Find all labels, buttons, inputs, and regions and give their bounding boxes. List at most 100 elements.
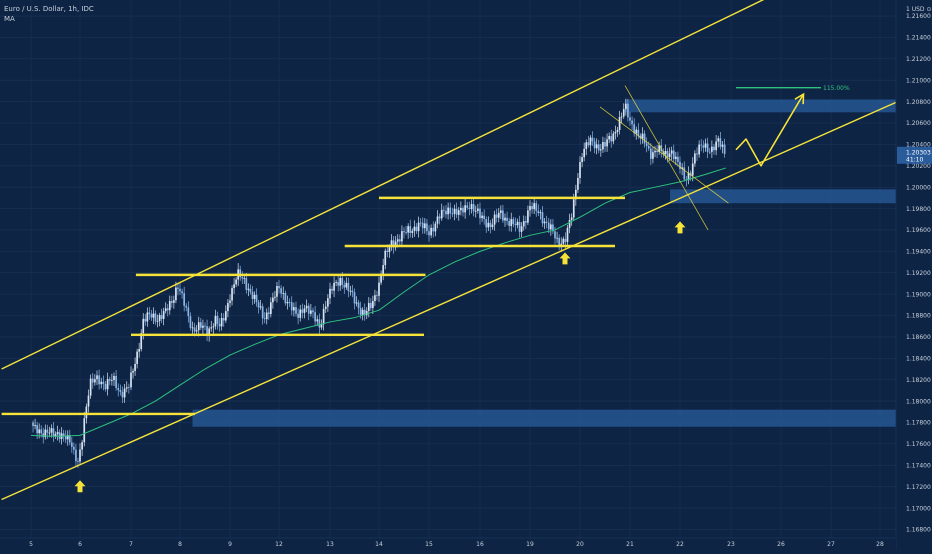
- candle-body[interactable]: [46, 429, 49, 433]
- candle-body[interactable]: [583, 148, 586, 158]
- candle-body[interactable]: [462, 207, 464, 213]
- candle-body[interactable]: [81, 442, 83, 450]
- candle-body[interactable]: [608, 136, 611, 140]
- candle-body[interactable]: [506, 217, 508, 221]
- candle-body[interactable]: [187, 307, 190, 317]
- candle-body[interactable]: [570, 217, 573, 220]
- candle-body[interactable]: [85, 406, 88, 419]
- candle-body[interactable]: [633, 124, 636, 134]
- candle-body[interactable]: [199, 322, 202, 328]
- candle-body[interactable]: [117, 387, 120, 391]
- candle-body[interactable]: [265, 312, 268, 320]
- candle-body[interactable]: [376, 295, 378, 297]
- candle-body[interactable]: [299, 309, 302, 318]
- candle-body[interactable]: [138, 349, 141, 352]
- falling-channel-line[interactable]: [624, 85, 709, 231]
- up-arrow-icon[interactable]: [74, 480, 86, 493]
- candle-body[interactable]: [218, 323, 221, 327]
- candle-body[interactable]: [160, 315, 163, 319]
- candle-body[interactable]: [280, 288, 282, 294]
- candle-body[interactable]: [645, 143, 648, 146]
- candle-body[interactable]: [683, 167, 686, 180]
- candle-body[interactable]: [349, 290, 352, 292]
- candle-body[interactable]: [247, 288, 250, 290]
- candle-body[interactable]: [516, 221, 519, 226]
- candle-body[interactable]: [134, 363, 136, 371]
- candle-body[interactable]: [447, 207, 449, 215]
- current-price-marker[interactable]: [897, 146, 932, 164]
- candle-body[interactable]: [210, 327, 213, 329]
- candle-body[interactable]: [179, 288, 181, 292]
- candle-body[interactable]: [34, 425, 36, 427]
- candle-body[interactable]: [227, 302, 229, 312]
- candle-body[interactable]: [566, 227, 569, 242]
- candle-body[interactable]: [121, 391, 124, 398]
- candle-body[interactable]: [719, 138, 722, 147]
- candle-body[interactable]: [245, 278, 248, 290]
- candle-body[interactable]: [535, 203, 538, 211]
- candle-body[interactable]: [146, 312, 149, 322]
- candle-body[interactable]: [520, 226, 523, 232]
- candle-body[interactable]: [445, 210, 447, 215]
- candle-body[interactable]: [56, 432, 59, 435]
- candle-body[interactable]: [529, 206, 531, 211]
- candle-body[interactable]: [257, 302, 260, 308]
- candle-body[interactable]: [587, 142, 590, 146]
- candle-body[interactable]: [343, 284, 346, 288]
- candle-body[interactable]: [341, 277, 344, 285]
- candle-body[interactable]: [468, 207, 471, 210]
- candle-body[interactable]: [324, 306, 327, 309]
- candle-body[interactable]: [295, 307, 297, 314]
- candle-body[interactable]: [624, 103, 627, 110]
- candle-body[interactable]: [679, 161, 681, 169]
- candle-body[interactable]: [130, 372, 132, 388]
- candle-body[interactable]: [38, 429, 41, 434]
- candle-body[interactable]: [390, 240, 393, 248]
- candle-body[interactable]: [581, 157, 583, 163]
- candle-body[interactable]: [537, 210, 540, 214]
- candle-body[interactable]: [68, 435, 71, 443]
- candle-body[interactable]: [162, 311, 165, 319]
- candle-body[interactable]: [170, 301, 173, 303]
- candle-body[interactable]: [363, 309, 366, 316]
- candle-body[interactable]: [136, 351, 138, 364]
- candle-body[interactable]: [392, 240, 395, 248]
- candle-body[interactable]: [193, 327, 196, 332]
- candle-body[interactable]: [721, 144, 724, 147]
- candle-body[interactable]: [512, 219, 515, 225]
- candle-body[interactable]: [443, 209, 445, 211]
- candle-body[interactable]: [278, 286, 280, 289]
- candle-body[interactable]: [369, 302, 372, 308]
- candle-body[interactable]: [73, 446, 75, 450]
- candle-body[interactable]: [83, 418, 86, 443]
- candle-body[interactable]: [318, 319, 321, 328]
- candle-body[interactable]: [658, 145, 661, 152]
- candle-body[interactable]: [183, 293, 186, 306]
- candle-body[interactable]: [543, 221, 546, 224]
- candle-body[interactable]: [616, 129, 619, 133]
- candle-body[interactable]: [401, 231, 403, 242]
- candle-body[interactable]: [610, 136, 613, 142]
- candle-body[interactable]: [100, 381, 103, 385]
- candle-body[interactable]: [102, 381, 105, 384]
- candle-body[interactable]: [365, 310, 368, 316]
- candle-body[interactable]: [384, 250, 387, 266]
- candle-body[interactable]: [432, 227, 435, 232]
- moving-average-line[interactable]: [30, 167, 727, 437]
- candle-body[interactable]: [453, 208, 456, 214]
- candle-body[interactable]: [499, 210, 502, 213]
- candle-body[interactable]: [394, 241, 397, 248]
- candle-body[interactable]: [629, 117, 631, 121]
- candle-body[interactable]: [545, 221, 548, 223]
- candle-body[interactable]: [263, 318, 266, 320]
- candle-body[interactable]: [702, 145, 705, 148]
- candle-body[interactable]: [229, 300, 231, 303]
- candle-body[interactable]: [495, 214, 498, 218]
- candle-body[interactable]: [94, 379, 96, 383]
- candle-body[interactable]: [434, 223, 437, 232]
- candle-body[interactable]: [502, 210, 504, 221]
- candle-body[interactable]: [479, 208, 481, 219]
- candle-body[interactable]: [510, 219, 513, 226]
- candle-body[interactable]: [303, 308, 306, 313]
